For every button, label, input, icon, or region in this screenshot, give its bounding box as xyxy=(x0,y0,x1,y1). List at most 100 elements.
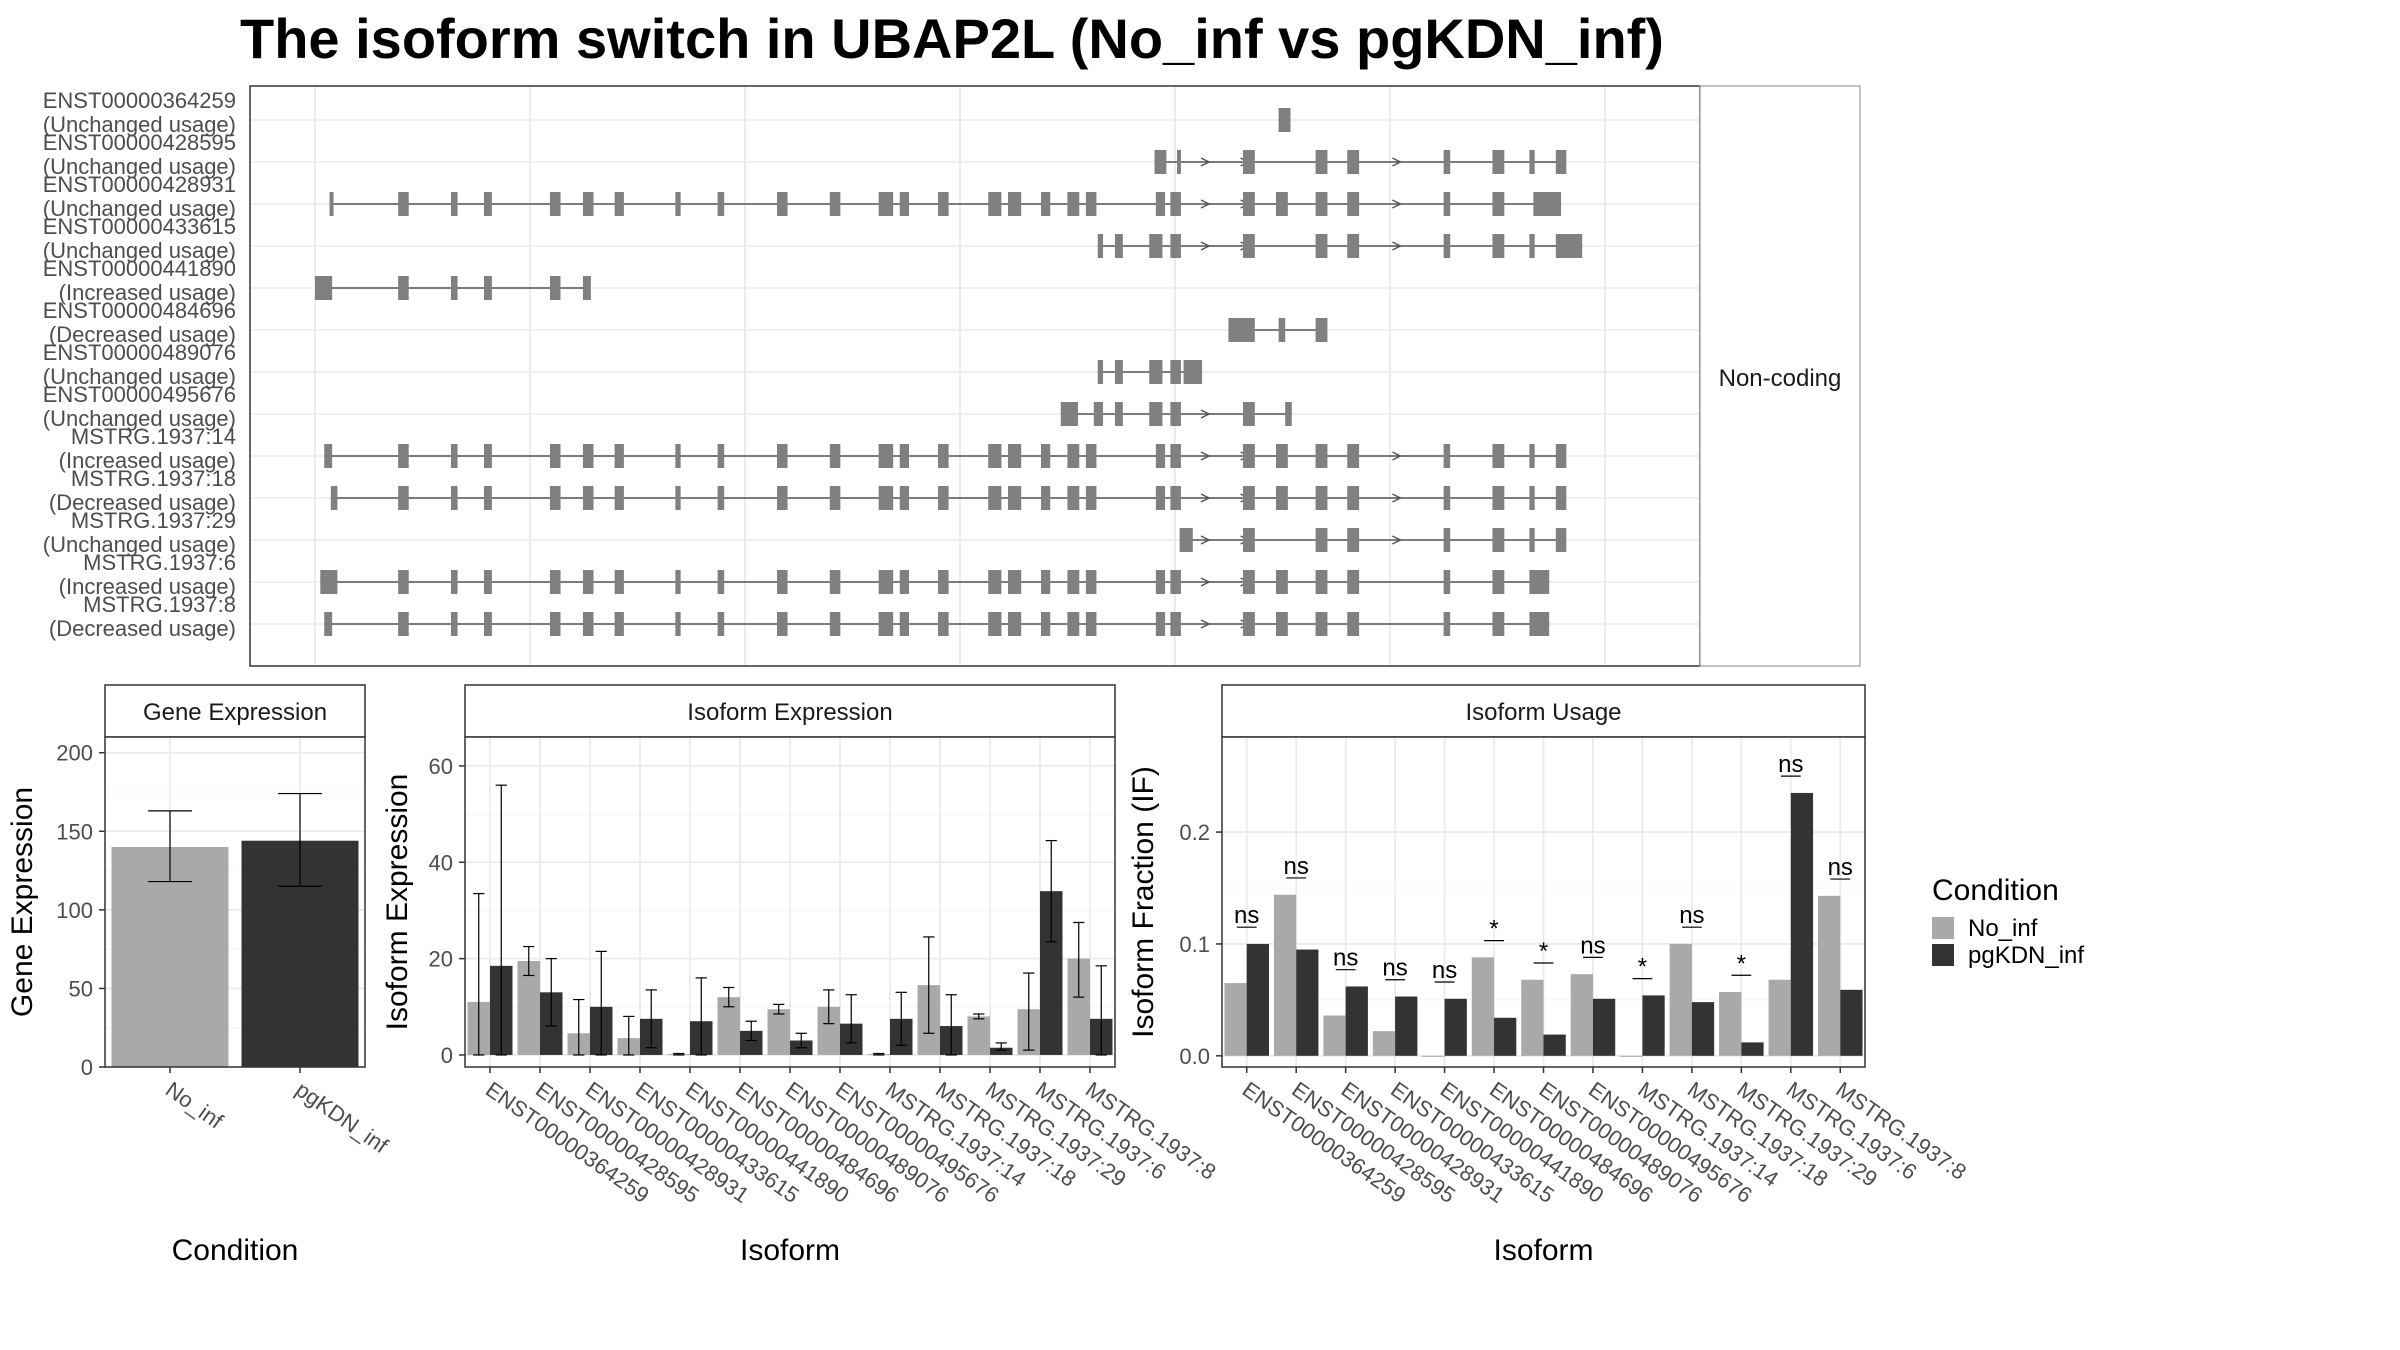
exon-block xyxy=(988,612,1002,636)
exon-block xyxy=(1097,234,1104,258)
exon-block xyxy=(1170,234,1181,258)
exon-block xyxy=(1067,486,1080,510)
bar-No_inf xyxy=(1067,958,1090,1055)
track-label-id: MSTRG.1937:8 xyxy=(83,592,236,617)
exon-block xyxy=(1067,192,1080,216)
exon-block xyxy=(1041,570,1051,594)
bar-No_inf xyxy=(1620,1055,1643,1057)
exon-block xyxy=(398,570,409,594)
bar-No_inf xyxy=(1521,979,1544,1056)
exon-block xyxy=(878,192,894,216)
exon-block xyxy=(582,486,594,510)
transcript-track xyxy=(1097,360,1203,384)
bar-No_inf xyxy=(1768,979,1791,1056)
facet-label: Isoform Usage xyxy=(1465,699,1621,726)
exon-block xyxy=(1085,486,1097,510)
significance-label: * xyxy=(1737,950,1746,977)
exon-block xyxy=(1443,528,1451,552)
exon-block xyxy=(450,486,458,510)
exon-block xyxy=(1154,150,1167,174)
strand-arrow xyxy=(1200,535,1211,545)
transcript-track xyxy=(1097,234,1583,258)
strand-arrow xyxy=(1200,157,1211,167)
bar-pgKDN_inf xyxy=(1592,998,1616,1056)
track-label-id: MSTRG.1937:14 xyxy=(71,424,236,449)
plot-border xyxy=(464,736,1116,1068)
exon-block xyxy=(398,486,409,510)
facet-label: Gene Expression xyxy=(143,699,327,726)
exon-block xyxy=(1492,570,1505,594)
bar-No_inf xyxy=(1570,974,1593,1056)
exon-block xyxy=(398,612,409,636)
exon-block xyxy=(1242,570,1255,594)
exon-block xyxy=(1529,150,1535,174)
bar xyxy=(111,847,229,1067)
exon-block xyxy=(1085,570,1097,594)
exon-block xyxy=(1183,360,1203,384)
exon-block xyxy=(549,486,561,510)
exon-block xyxy=(1085,612,1097,636)
exon-block xyxy=(1555,444,1567,468)
bar-pgKDN_inf xyxy=(1246,943,1269,1056)
transcript-track xyxy=(324,444,1567,468)
exon-block xyxy=(1242,192,1255,216)
y-tick-label: 50 xyxy=(69,976,93,1001)
y-tick-label: 0.0 xyxy=(1179,1044,1210,1069)
exon-block xyxy=(450,276,458,300)
track-label-usage: (Increased usage) xyxy=(59,280,236,305)
exon-block xyxy=(878,486,894,510)
exon-block xyxy=(1347,486,1360,510)
exon-block xyxy=(938,570,949,594)
exon-block xyxy=(878,612,894,636)
track-label-id: ENST00000428595 xyxy=(43,130,236,155)
exon-block xyxy=(1443,486,1451,510)
track-label-id: MSTRG.1937:29 xyxy=(71,508,236,533)
exon-block xyxy=(1529,612,1550,636)
bar-pgKDN_inf xyxy=(740,1030,763,1055)
exon-block xyxy=(1315,444,1328,468)
significance-label: ns xyxy=(1432,957,1457,984)
exon-block xyxy=(1041,486,1051,510)
exon-block xyxy=(1315,192,1328,216)
exon-block xyxy=(1492,486,1505,510)
exon-block xyxy=(717,486,725,510)
exon-block xyxy=(324,612,333,636)
exon-block xyxy=(878,444,894,468)
transcript-track xyxy=(1278,108,1291,132)
bar-No_inf xyxy=(817,1006,840,1055)
exon-block xyxy=(398,444,409,468)
bar-pgKDN_inf xyxy=(1345,986,1368,1056)
bar-pgKDN_inf xyxy=(1395,996,1418,1056)
plot-border xyxy=(104,736,366,1068)
exon-block xyxy=(829,192,841,216)
strand-arrow xyxy=(1200,619,1211,629)
exon-block xyxy=(614,192,624,216)
exon-block xyxy=(450,570,458,594)
transcript-track xyxy=(315,276,591,300)
exon-block xyxy=(1347,528,1360,552)
exon-block xyxy=(1170,192,1181,216)
exon-block xyxy=(1529,528,1535,552)
exon-block xyxy=(398,192,409,216)
bar-No_inf xyxy=(967,1016,990,1055)
exon-block xyxy=(899,192,909,216)
exon-block xyxy=(483,192,492,216)
strand-arrow xyxy=(1200,241,1211,251)
bar-No_inf xyxy=(517,961,540,1055)
track-label-id: ENST00000428931 xyxy=(43,172,236,197)
track-label-usage: (Decreased usage) xyxy=(49,322,236,347)
exon-block xyxy=(899,486,909,510)
strand-arrow xyxy=(1392,535,1403,545)
significance-label: ns xyxy=(1382,955,1407,982)
exon-block xyxy=(1278,108,1291,132)
track-label-usage: (Increased usage) xyxy=(59,448,236,473)
track-label-id: ENST00000495676 xyxy=(43,382,236,407)
exon-block xyxy=(1555,234,1583,258)
y-tick-label: 150 xyxy=(56,819,93,844)
exon-block xyxy=(899,444,909,468)
strand-arrow xyxy=(1392,199,1403,209)
exon-block xyxy=(614,612,624,636)
exon-block xyxy=(988,192,1002,216)
exon-block xyxy=(549,276,561,300)
y-tick-label: 200 xyxy=(56,741,93,766)
